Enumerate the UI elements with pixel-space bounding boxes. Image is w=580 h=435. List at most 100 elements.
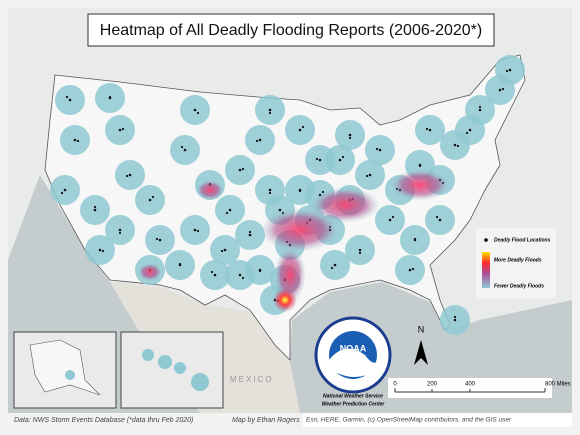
flood-location bbox=[196, 111, 200, 115]
flood-location bbox=[378, 148, 382, 152]
flood-location bbox=[508, 68, 512, 72]
flood-location bbox=[248, 230, 252, 234]
flood-location bbox=[341, 155, 345, 159]
flood-location bbox=[238, 273, 242, 277]
flood-location bbox=[180, 145, 184, 149]
flood-location bbox=[333, 263, 337, 267]
legend-item: More Deadly Floods bbox=[494, 257, 542, 263]
flood-location bbox=[241, 276, 245, 280]
legend-item: Deadly Flood Locations bbox=[494, 237, 551, 243]
flood-location bbox=[193, 108, 197, 112]
flood-location bbox=[338, 158, 342, 162]
flood-location bbox=[365, 174, 369, 178]
flood-location bbox=[60, 191, 64, 195]
scale-label: 800 Miles bbox=[545, 382, 571, 388]
flood-location bbox=[241, 167, 245, 171]
flood-location bbox=[125, 174, 129, 178]
north-label: N bbox=[418, 324, 425, 334]
flood-location bbox=[368, 173, 372, 177]
logo-name: NOAA bbox=[340, 343, 367, 353]
flood-location bbox=[301, 125, 305, 129]
legend-dot bbox=[484, 238, 488, 242]
legend-ramp bbox=[482, 252, 490, 288]
heat-spot bbox=[390, 169, 450, 201]
flood-location bbox=[358, 251, 362, 255]
logo-line: National Weather Service bbox=[323, 393, 383, 399]
flood-location bbox=[468, 128, 472, 132]
flood-location bbox=[388, 218, 392, 222]
flood-location bbox=[213, 273, 217, 277]
flood-location bbox=[478, 105, 482, 109]
flood-location bbox=[268, 188, 272, 192]
flood-location bbox=[330, 266, 334, 270]
flood-location bbox=[498, 88, 502, 92]
flood-location bbox=[428, 128, 432, 132]
credit-author: Map by Ethan Rogers bbox=[232, 417, 300, 424]
flood-location bbox=[63, 188, 67, 192]
flood-location bbox=[101, 249, 105, 253]
flood-location bbox=[121, 127, 125, 131]
flood-location bbox=[315, 157, 319, 161]
flood-location bbox=[158, 238, 162, 242]
credit-sources: Esri, HERE, Garmin, (c) OpenStreetMap co… bbox=[306, 417, 512, 424]
flood-location bbox=[413, 237, 417, 241]
flood-location bbox=[258, 269, 262, 273]
flood-location bbox=[210, 270, 214, 274]
flood-location bbox=[298, 128, 302, 132]
flood-location bbox=[268, 111, 272, 115]
flood-location bbox=[505, 69, 509, 73]
credit-box bbox=[303, 413, 572, 427]
flood-location bbox=[118, 231, 122, 235]
heat-spot bbox=[273, 288, 297, 312]
flood-location bbox=[128, 173, 132, 177]
flood-location bbox=[418, 164, 422, 168]
place-label: MEXICO bbox=[230, 375, 274, 384]
flood-location bbox=[65, 95, 69, 99]
flood-location bbox=[196, 229, 200, 233]
flood-location bbox=[348, 136, 352, 140]
flood-location bbox=[193, 228, 197, 232]
scale-label: 0 bbox=[393, 382, 397, 388]
flood-location bbox=[93, 208, 97, 212]
flood-location bbox=[408, 268, 412, 272]
flood-location bbox=[225, 211, 229, 215]
flood-location bbox=[268, 191, 272, 195]
flood-location bbox=[278, 208, 282, 212]
flood-location bbox=[425, 127, 429, 131]
flood-location bbox=[178, 262, 182, 266]
flood-location bbox=[453, 318, 457, 322]
flood-location bbox=[478, 108, 482, 112]
legend-item: Fewer Deadly Floods bbox=[494, 283, 544, 289]
flood-location bbox=[255, 139, 259, 143]
scale-bar bbox=[394, 388, 546, 393]
flood-location bbox=[223, 248, 227, 252]
logo-line: Weather Prediction Center bbox=[322, 401, 386, 407]
flood-location bbox=[183, 148, 187, 152]
flood-location bbox=[76, 139, 80, 143]
flood-location bbox=[228, 208, 232, 212]
flood-location bbox=[456, 144, 460, 148]
flood-location bbox=[453, 143, 457, 147]
title-box bbox=[87, 13, 495, 47]
heat-spots bbox=[138, 169, 450, 312]
scale-label: 400 bbox=[465, 382, 476, 388]
flood-location bbox=[465, 131, 469, 135]
flood-location bbox=[268, 108, 272, 112]
flood-location bbox=[148, 198, 152, 202]
heat-spot bbox=[196, 180, 224, 200]
flood-location bbox=[93, 205, 97, 209]
flood-location bbox=[248, 233, 252, 237]
heat-spot bbox=[138, 263, 162, 281]
flood-location bbox=[151, 195, 155, 199]
flood-location bbox=[108, 95, 112, 99]
flood-location bbox=[453, 315, 457, 319]
flood-location bbox=[318, 158, 322, 162]
flood-location bbox=[155, 237, 159, 241]
flood-location bbox=[438, 218, 442, 222]
credit-data: Data: NWS Storm Events Database (*data t… bbox=[14, 417, 193, 424]
flood-location bbox=[68, 98, 72, 102]
scale-box bbox=[388, 378, 552, 398]
flood-location bbox=[73, 138, 77, 142]
flood-buffer bbox=[65, 370, 75, 380]
flood-location bbox=[238, 168, 242, 172]
